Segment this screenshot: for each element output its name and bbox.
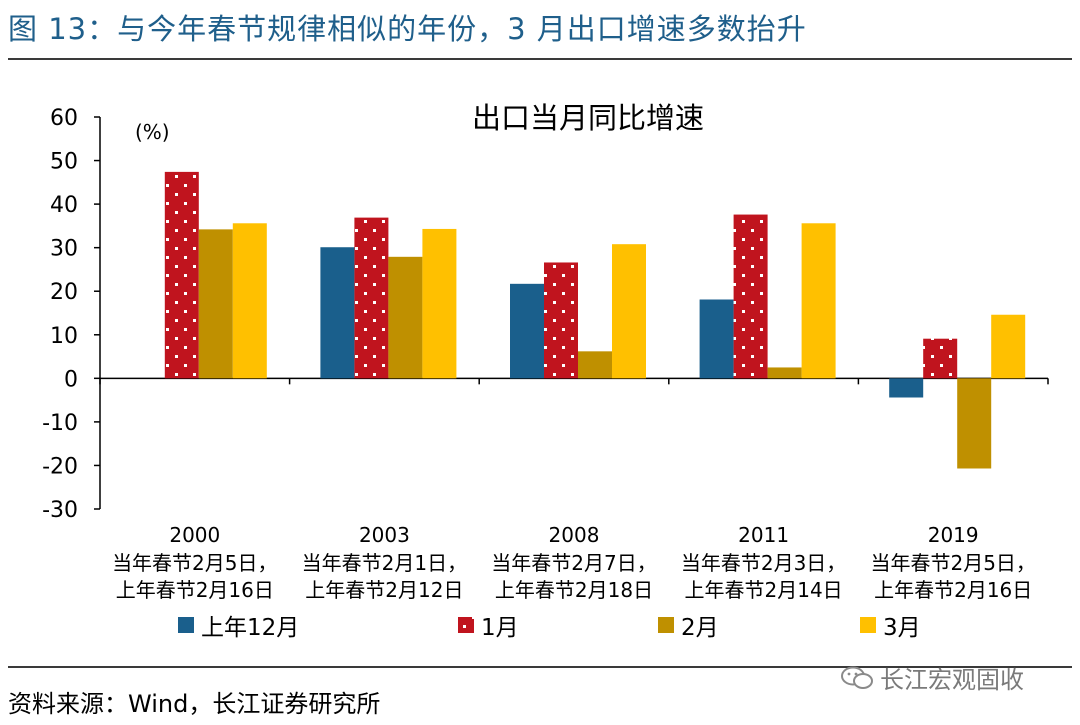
bar-2011-1月 [733,214,768,379]
bar-2003-1月 [354,217,389,379]
category-note: 当年春节2月3日， [681,551,846,575]
bars [164,171,1026,469]
top-divider [8,58,1072,60]
category-note: 上年春节2月14日 [685,578,843,602]
category-label: 2000 [169,523,220,547]
legend-label: 上年12月 [201,615,299,641]
category-note: 当年春节2月1日， [302,551,467,575]
category-label: 2019 [928,523,979,547]
y-tick-label: -20 [42,454,78,479]
bar-2019-上年12月 [889,378,924,398]
bar-2008-3月 [612,244,646,379]
category-note: 当年春节2月5日， [870,551,1035,575]
y-tick-label: 40 [50,193,78,218]
bar-2011-2月 [767,367,802,379]
axes: 60 50 40 30 20 10 0 -10 -20 -30 [42,106,1049,523]
bar-2000-3月 [232,223,267,379]
legend: 上年12月 1月 2月 3月 [178,615,921,641]
bar-2008-1月 [544,262,578,379]
legend-label: 3月 [883,615,921,641]
bar-2011-3月 [801,223,836,379]
category-label: 2003 [359,523,410,547]
bar-2008-2月 [578,351,612,379]
wechat-icon [841,666,873,689]
category-note: 上年春节2月18日 [495,578,653,602]
bar-2019-3月 [991,314,1026,379]
bar-2011-上年12月 [699,299,734,379]
source-note: 资料来源：Wind，长江证券研究所 [8,690,381,718]
category-note: 上年春节2月12日 [305,578,463,602]
y-tick-label: 0 [64,367,78,392]
bottom-divider [8,666,1072,668]
watermark-text: 长江宏观固收 [880,666,1024,694]
figure-title: 图 13：与今年春节规律相似的年份，3 月出口增速多数抬升 [8,12,807,46]
y-tick-label: 20 [50,280,78,305]
y-tick-label: 10 [50,324,78,349]
legend-swatch [178,617,194,633]
y-tick-label: 60 [50,106,78,131]
bar-2003-上年12月 [320,247,355,379]
y-tick-label: 30 [50,237,78,262]
bar-chart: 出口当月同比增速 (%) 60 50 40 30 20 10 0 -10 -20 -30 2000… [42,101,1049,641]
bar-2003-2月 [388,256,423,379]
legend-swatch [658,617,674,633]
unit-label: (%) [135,120,170,144]
category-note: 上年春节2月16日 [116,578,274,602]
legend-swatch [860,617,876,633]
category-note: 当年春节2月5日， [112,551,277,575]
legend-label: 2月 [681,615,719,641]
bar-2000-1月 [164,171,199,379]
watermark: 长江宏观固收 [840,660,1024,695]
category-label: 2011 [738,523,789,547]
bar-2019-1月 [923,338,958,379]
legend-label: 1月 [481,615,519,641]
legend-swatch [458,617,474,633]
bar-2003-3月 [422,228,457,379]
bar-2000-2月 [198,229,233,379]
category-labels: 2000 当年春节2月5日， 上年春节2月16日 2003 当年春节2月1日， 上年春节2… [112,523,1036,602]
category-note: 当年春节2月7日， [491,551,656,575]
y-tick-label: -10 [42,411,78,436]
category-note: 上年春节2月16日 [874,578,1032,602]
bar-2008-上年12月 [510,283,544,379]
chart-title: 出口当月同比增速 [472,101,704,135]
category-label: 2008 [549,523,600,547]
y-tick-label: 50 [50,150,78,175]
y-tick-label: -30 [42,498,78,523]
bar-2019-2月 [957,378,992,469]
